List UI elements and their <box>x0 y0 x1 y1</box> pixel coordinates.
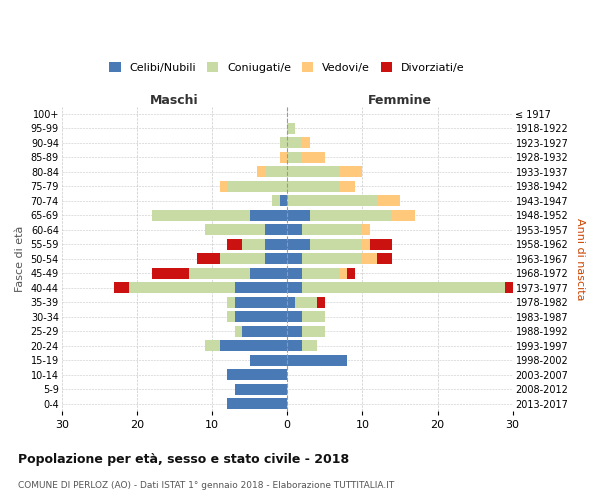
Bar <box>265 224 287 235</box>
Bar <box>377 253 392 264</box>
Bar <box>287 166 340 177</box>
Bar <box>302 152 325 163</box>
Bar <box>302 311 325 322</box>
Bar <box>197 253 220 264</box>
Bar <box>287 210 310 221</box>
Bar <box>340 268 347 279</box>
Bar <box>152 210 250 221</box>
Y-axis label: Anni di nascita: Anni di nascita <box>575 218 585 300</box>
Bar <box>257 166 265 177</box>
Bar <box>302 282 505 294</box>
Bar <box>130 282 235 294</box>
Bar <box>115 282 130 294</box>
Bar <box>362 238 370 250</box>
Bar <box>287 238 310 250</box>
Bar <box>362 224 370 235</box>
Bar <box>242 326 287 337</box>
Bar <box>310 238 362 250</box>
Bar <box>340 180 355 192</box>
Bar <box>392 210 415 221</box>
Bar <box>227 180 287 192</box>
Bar <box>302 326 325 337</box>
Bar <box>152 268 190 279</box>
Bar <box>235 296 287 308</box>
Bar <box>287 354 347 366</box>
Bar <box>317 296 325 308</box>
Bar <box>310 210 392 221</box>
Bar <box>280 152 287 163</box>
Bar <box>302 340 317 351</box>
Bar <box>362 253 377 264</box>
Bar <box>205 224 265 235</box>
Bar <box>287 282 302 294</box>
Bar <box>302 224 362 235</box>
Legend: Celibi/Nubili, Coniugati/e, Vedovi/e, Divorziati/e: Celibi/Nubili, Coniugati/e, Vedovi/e, Di… <box>105 58 469 77</box>
Bar <box>287 340 302 351</box>
Bar <box>287 224 302 235</box>
Bar <box>227 296 235 308</box>
Text: Maschi: Maschi <box>150 94 199 106</box>
Bar <box>242 238 265 250</box>
Bar <box>302 253 362 264</box>
Bar <box>340 166 362 177</box>
Text: COMUNE DI PERLOZ (AO) - Dati ISTAT 1° gennaio 2018 - Elaborazione TUTTITALIA.IT: COMUNE DI PERLOZ (AO) - Dati ISTAT 1° ge… <box>18 481 394 490</box>
Bar <box>287 180 340 192</box>
Bar <box>227 238 242 250</box>
Bar <box>250 354 287 366</box>
Bar <box>347 268 355 279</box>
Bar <box>505 282 520 294</box>
Bar <box>250 268 287 279</box>
Bar <box>235 384 287 395</box>
Text: Popolazione per età, sesso e stato civile - 2018: Popolazione per età, sesso e stato civil… <box>18 452 349 466</box>
Bar <box>280 137 287 148</box>
Bar <box>287 122 295 134</box>
Bar <box>287 253 302 264</box>
Bar <box>265 253 287 264</box>
Bar <box>235 326 242 337</box>
Bar <box>235 282 287 294</box>
Bar <box>272 195 280 206</box>
Bar <box>190 268 250 279</box>
Text: Femmine: Femmine <box>368 94 432 106</box>
Y-axis label: Fasce di età: Fasce di età <box>15 226 25 292</box>
Bar <box>377 195 400 206</box>
Bar <box>265 166 287 177</box>
Bar <box>235 311 287 322</box>
Bar <box>302 137 310 148</box>
Bar <box>205 340 220 351</box>
Bar <box>265 238 287 250</box>
Bar <box>227 311 235 322</box>
Bar <box>287 268 302 279</box>
Bar <box>287 137 302 148</box>
Bar <box>287 311 302 322</box>
Bar <box>220 180 227 192</box>
Bar <box>287 152 302 163</box>
Bar <box>287 326 302 337</box>
Bar <box>220 253 265 264</box>
Bar <box>280 195 287 206</box>
Bar <box>302 268 340 279</box>
Bar <box>227 369 287 380</box>
Bar <box>227 398 287 409</box>
Bar <box>287 296 295 308</box>
Bar <box>370 238 392 250</box>
Bar <box>250 210 287 221</box>
Bar <box>220 340 287 351</box>
Bar <box>295 296 317 308</box>
Bar <box>287 195 377 206</box>
